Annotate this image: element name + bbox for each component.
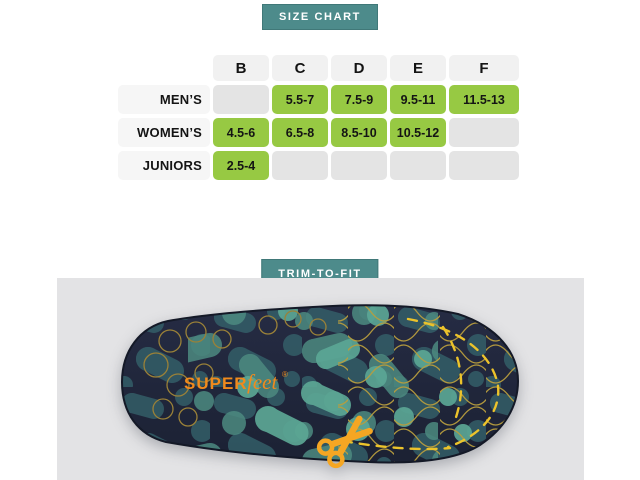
size-cell-juniors-d	[331, 151, 387, 180]
heel-outline-blobs	[143, 310, 327, 427]
insole-graphic: SUPER feet ®	[120, 304, 520, 469]
size-cell-mens-e: 9.5-11	[390, 85, 446, 114]
row-label-womens: WOMEN’S	[118, 118, 210, 147]
size-cell-juniors-b: 2.5-4	[213, 151, 269, 180]
insole-body: SUPER feet ®	[122, 305, 518, 463]
column-header-b: B	[213, 55, 269, 81]
superfeet-logo: SUPER feet ®	[184, 370, 288, 394]
brand-caps-text: SUPER	[184, 374, 248, 393]
size-cell-womens-e: 10.5-12	[390, 118, 446, 147]
row-label-mens: MEN’S	[118, 85, 210, 114]
insole-outline	[120, 304, 520, 464]
column-header-e: E	[390, 55, 446, 81]
size-cell-womens-d: 8.5-10	[331, 118, 387, 147]
size-cell-juniors-e	[390, 151, 446, 180]
size-cell-mens-f: 11.5-13	[449, 85, 519, 114]
scissors-icon	[316, 415, 373, 469]
brand-script-text: feet	[247, 370, 278, 394]
size-cell-juniors-c	[272, 151, 328, 180]
table-corner-cell	[118, 55, 210, 81]
size-cell-womens-b: 4.5-6	[213, 118, 269, 147]
size-cell-juniors-f	[449, 151, 519, 180]
size-cell-womens-c: 6.5-8	[272, 118, 328, 147]
size-chart-table: B C D E F MEN’S 5.5-7 7.5-9 9.5-11 11.5-…	[118, 55, 519, 180]
insole-photo-panel: SUPER feet ®	[57, 278, 584, 480]
size-cell-womens-f	[449, 118, 519, 147]
column-header-f: F	[449, 55, 519, 81]
size-chart-badge-label: SIZE CHART	[279, 11, 361, 23]
size-cell-mens-d: 7.5-9	[331, 85, 387, 114]
size-cell-mens-c: 5.5-7	[272, 85, 328, 114]
squiggle-pattern-zone	[338, 305, 518, 463]
size-chart-badge: SIZE CHART	[262, 4, 378, 30]
registered-mark: ®	[282, 370, 288, 379]
column-header-c: C	[272, 55, 328, 81]
trim-guide-lines	[341, 317, 500, 451]
column-header-d: D	[331, 55, 387, 81]
row-label-juniors: JUNIORS	[118, 151, 210, 180]
size-cell-mens-b	[213, 85, 269, 114]
trim-to-fit-badge-label: TRIM-TO-FIT	[278, 268, 362, 280]
